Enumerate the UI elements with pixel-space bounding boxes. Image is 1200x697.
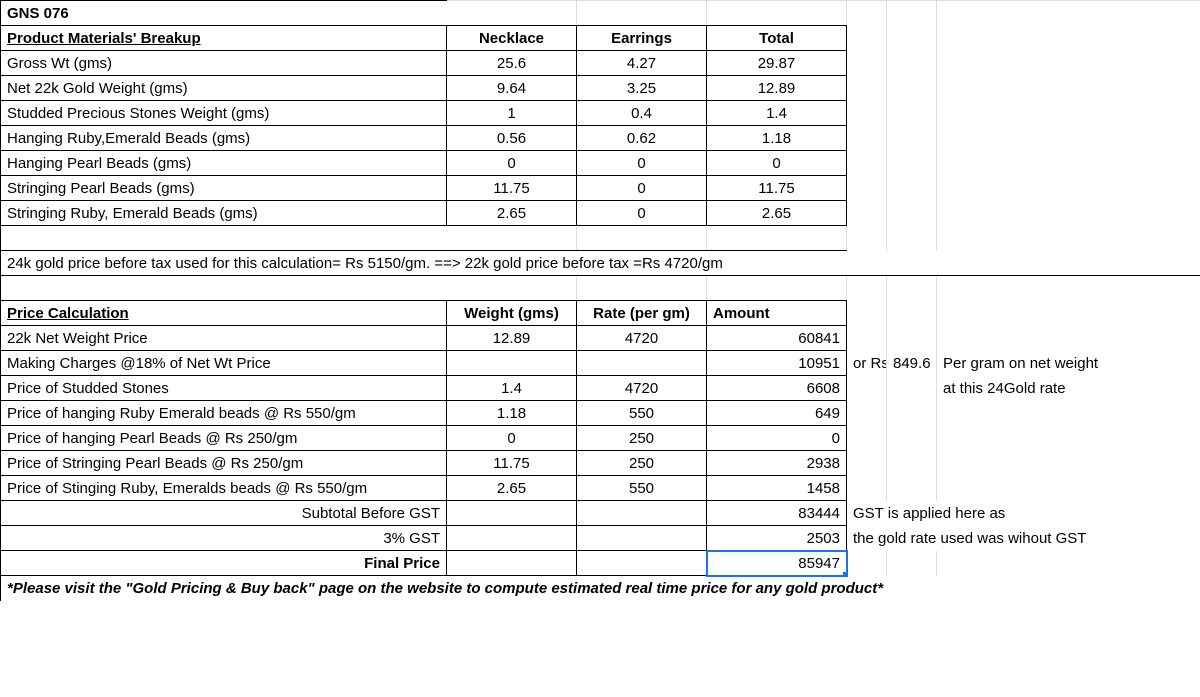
materials-cell[interactable]: 29.87: [707, 51, 847, 76]
final-price-amount[interactable]: 85947: [707, 551, 847, 576]
pricing-side-note: or Rs: [847, 351, 887, 376]
subtotal-amount[interactable]: 83444: [707, 501, 847, 526]
materials-cell[interactable]: 0.56: [447, 126, 577, 151]
pricing-side-note: [937, 451, 1200, 476]
pricing-weight[interactable]: 2.65: [447, 476, 577, 501]
pricing-row-label[interactable]: Price of Stringing Pearl Beads @ Rs 250/…: [1, 451, 447, 476]
pricing-side-note: [847, 376, 887, 401]
pricing-rate[interactable]: 550: [577, 476, 707, 501]
pricing-weight[interactable]: 11.75: [447, 451, 577, 476]
pricing-amount[interactable]: 60841: [707, 326, 847, 351]
pricing-side-note: [887, 451, 937, 476]
col-rate[interactable]: Rate (per gm): [577, 301, 707, 326]
pricing-side-note: [937, 476, 1200, 501]
materials-cell[interactable]: 11.75: [707, 176, 847, 201]
col-total[interactable]: Total: [707, 26, 847, 51]
materials-cell[interactable]: 0.4: [577, 101, 707, 126]
pricing-side-note: at this 24Gold rate: [937, 376, 1200, 401]
pricing-side-note: [847, 326, 887, 351]
materials-cell[interactable]: 1.4: [707, 101, 847, 126]
pricing-row-label[interactable]: Making Charges @18% of Net Wt Price: [1, 351, 447, 376]
pricing-row-label[interactable]: Price of hanging Ruby Emerald beads @ Rs…: [1, 401, 447, 426]
col-amount[interactable]: Amount: [707, 301, 847, 326]
materials-row-label[interactable]: Hanging Ruby,Emerald Beads (gms): [1, 126, 447, 151]
col-earrings[interactable]: Earrings: [577, 26, 707, 51]
pricing-row-label[interactable]: 22k Net Weight Price: [1, 326, 447, 351]
pricing-amount[interactable]: 2938: [707, 451, 847, 476]
pricing-amount[interactable]: 10951: [707, 351, 847, 376]
pricing-side-note: [937, 326, 1200, 351]
col-weight[interactable]: Weight (gms): [447, 301, 577, 326]
gst-amount[interactable]: 2503: [707, 526, 847, 551]
pricing-side-note: [937, 426, 1200, 451]
subtotal-label[interactable]: Subtotal Before GST: [1, 501, 447, 526]
pricing-rate[interactable]: 4720: [577, 376, 707, 401]
materials-row-label[interactable]: Gross Wt (gms): [1, 51, 447, 76]
materials-cell[interactable]: 9.64: [447, 76, 577, 101]
materials-cell[interactable]: 3.25: [577, 76, 707, 101]
pricing-amount[interactable]: 6608: [707, 376, 847, 401]
pricing-weight[interactable]: 1.4: [447, 376, 577, 401]
pricing-row-label[interactable]: Price of Stinging Ruby, Emeralds beads @…: [1, 476, 447, 501]
pricing-rate[interactable]: [577, 351, 707, 376]
materials-cell[interactable]: 0: [707, 151, 847, 176]
pricing-side-note: [847, 476, 887, 501]
pricing-amount[interactable]: 0: [707, 426, 847, 451]
pricing-side-note: [847, 451, 887, 476]
materials-row-label[interactable]: Net 22k Gold Weight (gms): [1, 76, 447, 101]
pricing-rate[interactable]: 550: [577, 401, 707, 426]
pricing-side-note: [887, 476, 937, 501]
materials-cell[interactable]: 0: [577, 151, 707, 176]
materials-row-label[interactable]: Stringing Ruby, Emerald Beads (gms): [1, 201, 447, 226]
materials-row-label[interactable]: Stringing Pearl Beads (gms): [1, 176, 447, 201]
pricing-amount[interactable]: 1458: [707, 476, 847, 501]
materials-cell[interactable]: 25.6: [447, 51, 577, 76]
pricing-side-note: [887, 401, 937, 426]
materials-cell[interactable]: 0: [447, 151, 577, 176]
spreadsheet-table: GNS 076Product Materials' BreakupNecklac…: [0, 0, 1200, 601]
product-title[interactable]: GNS 076: [1, 1, 447, 26]
pricing-side-note: [937, 401, 1200, 426]
pricing-amount[interactable]: 649: [707, 401, 847, 426]
pricing-weight[interactable]: [447, 351, 577, 376]
pricing-rate[interactable]: 4720: [577, 326, 707, 351]
pricing-row-label[interactable]: Price of Studded Stones: [1, 376, 447, 401]
pricing-side-note: [847, 426, 887, 451]
pricing-rate[interactable]: 250: [577, 451, 707, 476]
materials-cell[interactable]: 1.18: [707, 126, 847, 151]
materials-cell[interactable]: 2.65: [447, 201, 577, 226]
materials-heading[interactable]: Product Materials' Breakup: [1, 26, 447, 51]
materials-cell[interactable]: 4.27: [577, 51, 707, 76]
materials-cell[interactable]: 11.75: [447, 176, 577, 201]
materials-cell[interactable]: 12.89: [707, 76, 847, 101]
pricing-side-note: 849.6: [887, 351, 937, 376]
materials-cell[interactable]: 0.62: [577, 126, 707, 151]
pricing-side-note: [887, 426, 937, 451]
col-necklace[interactable]: Necklace: [447, 26, 577, 51]
materials-cell[interactable]: 0: [577, 176, 707, 201]
materials-row-label[interactable]: Hanging Pearl Beads (gms): [1, 151, 447, 176]
materials-cell[interactable]: 1: [447, 101, 577, 126]
materials-cell[interactable]: 2.65: [707, 201, 847, 226]
materials-row-label[interactable]: Studded Precious Stones Weight (gms): [1, 101, 447, 126]
materials-cell[interactable]: 0: [577, 201, 707, 226]
pricing-side-note: [887, 376, 937, 401]
pricing-side-note: [887, 326, 937, 351]
pricing-rate[interactable]: 250: [577, 426, 707, 451]
footer-note: *Please visit the "Gold Pricing & Buy ba…: [1, 576, 1200, 601]
gst-note: GST is applied here as: [847, 501, 1200, 526]
pricing-heading[interactable]: Price Calculation: [1, 301, 447, 326]
pricing-weight[interactable]: 12.89: [447, 326, 577, 351]
pricing-side-note: [847, 401, 887, 426]
gst-note2: the gold rate used was wihout GST: [847, 526, 1200, 551]
final-price-label[interactable]: Final Price: [1, 551, 447, 576]
pricing-side-note: Per gram on net weight: [937, 351, 1200, 376]
pricing-weight[interactable]: 1.18: [447, 401, 577, 426]
pricing-weight[interactable]: 0: [447, 426, 577, 451]
gst-label[interactable]: 3% GST: [1, 526, 447, 551]
gold-price-note[interactable]: 24k gold price before tax used for this …: [1, 251, 1200, 276]
pricing-row-label[interactable]: Price of hanging Pearl Beads @ Rs 250/gm: [1, 426, 447, 451]
